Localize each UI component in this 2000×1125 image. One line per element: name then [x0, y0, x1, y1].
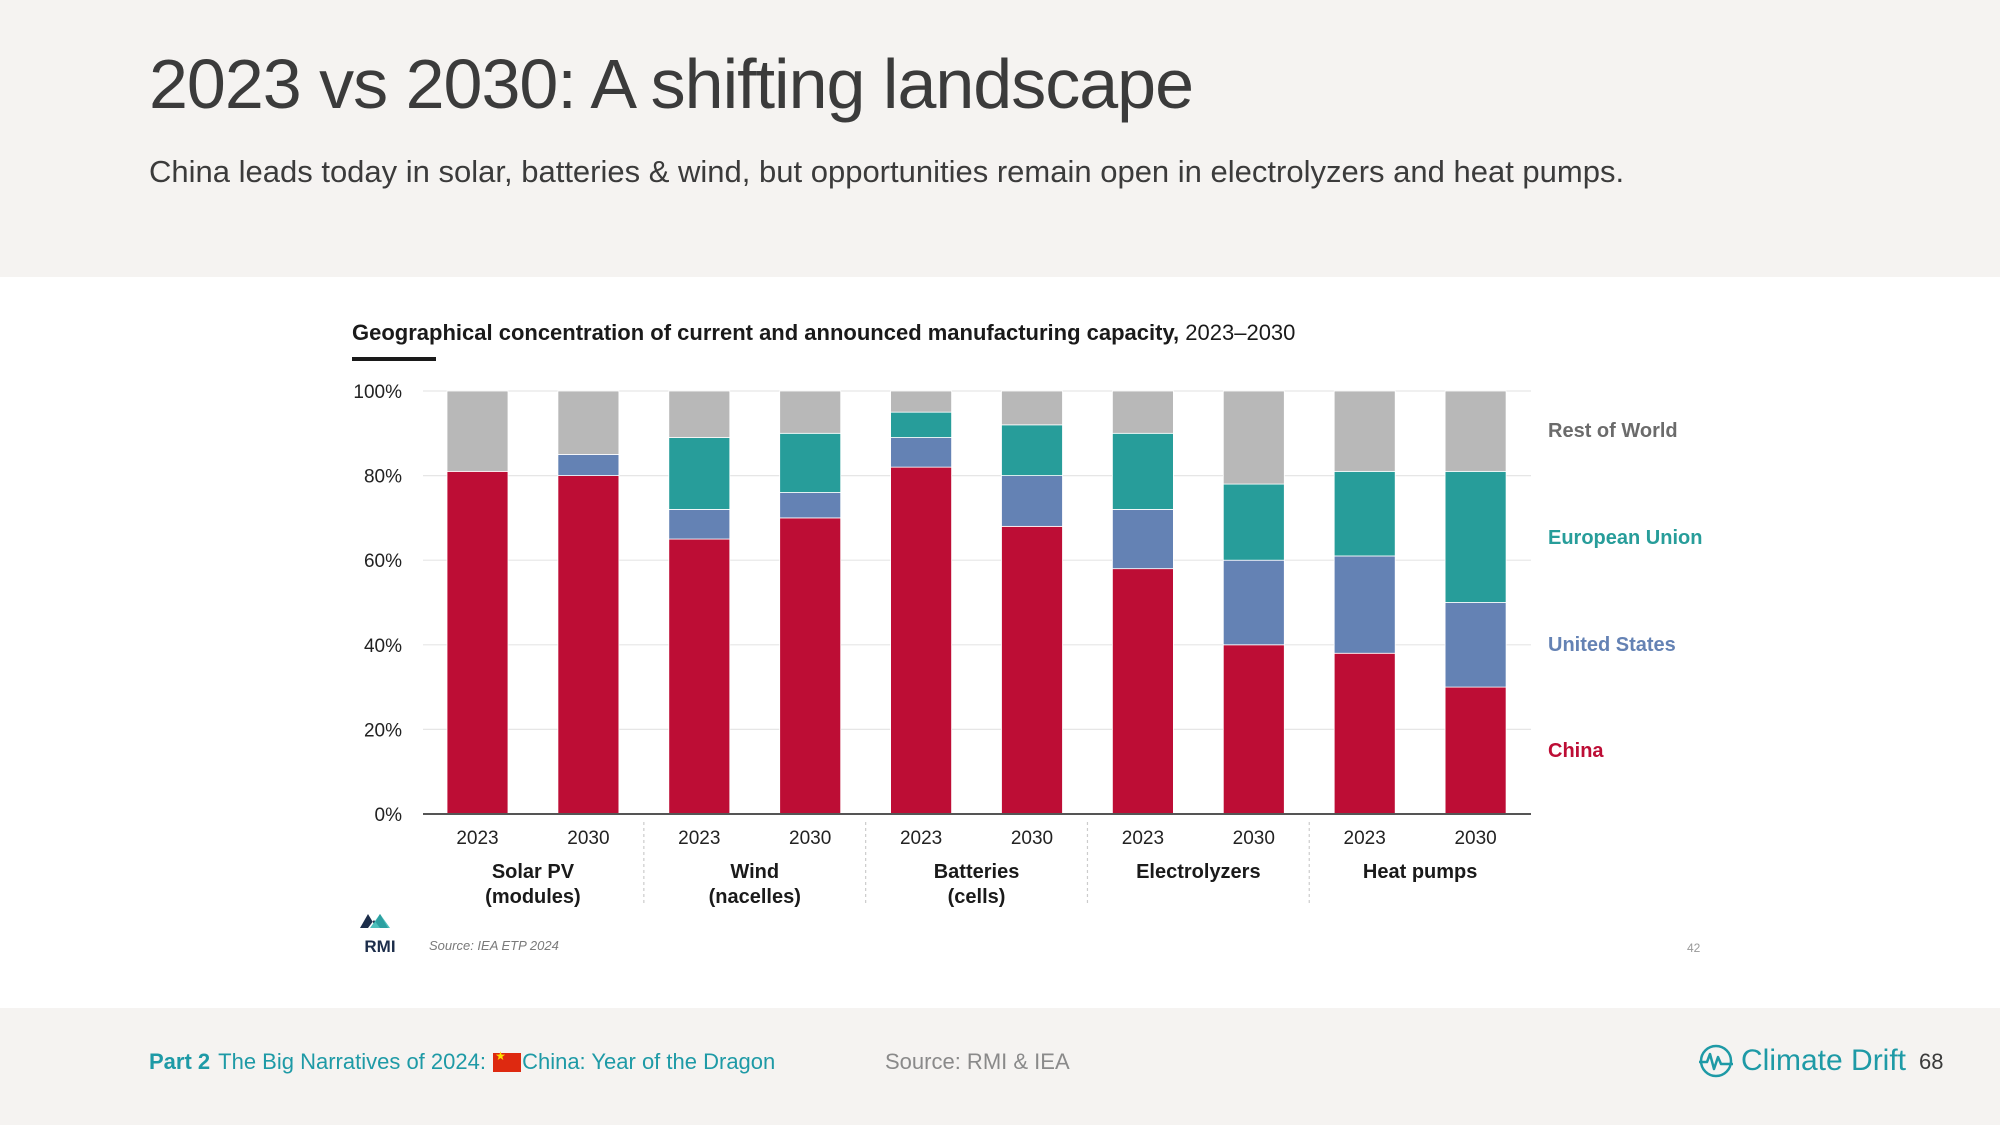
category-label: Batteries [934, 861, 1020, 883]
legend-rest-of-world: Rest of World [1548, 420, 1678, 442]
bar-segment [1001, 525, 1063, 815]
bar-segment [446, 470, 509, 815]
legend-china: China [1548, 740, 1604, 762]
bar-segment [1333, 390, 1396, 472]
bar-segment [1222, 559, 1285, 646]
bar-segment [557, 475, 620, 815]
y-tick-label: 40% [364, 636, 402, 657]
x-tick-label: 2023 [900, 828, 942, 849]
bar-segment [1112, 568, 1174, 815]
x-tick-label: 2030 [789, 828, 831, 849]
slide-header: 2023 vs 2030: A shifting landscape China… [0, 0, 2000, 277]
x-tick-label: 2030 [1233, 828, 1275, 849]
y-tick-label: 0% [375, 805, 403, 826]
bar-segment [1112, 390, 1174, 434]
bar-segment [1001, 424, 1063, 476]
page-number: 68 [1919, 1049, 1944, 1074]
climate-drift-brand: Climate Drift [1697, 1042, 1906, 1080]
bar-segment [779, 432, 842, 493]
chart-heading-rule [352, 357, 436, 361]
bar-segment [1444, 602, 1507, 688]
category-label: Heat pumps [1363, 861, 1477, 883]
slide-title: 2023 vs 2030: A shifting landscape [149, 45, 1194, 123]
bar-segment [557, 390, 620, 455]
footer-section-subtitle: China: Year of the Dragon [522, 1049, 776, 1074]
bar-segment [446, 390, 509, 472]
bar-segment [890, 437, 952, 468]
y-tick-label: 60% [364, 551, 402, 572]
chart-heading-bold: Geographical concentration of current an… [352, 320, 1180, 345]
x-tick-label: 2030 [1454, 828, 1496, 849]
bar-segment [1222, 483, 1285, 561]
y-tick-label: 80% [364, 467, 402, 488]
category-label: Wind [730, 861, 779, 883]
bar-segment [668, 509, 731, 540]
bar-segment [1333, 470, 1396, 557]
bar-segment [779, 517, 842, 815]
rmi-logo-text: RMI [364, 937, 395, 956]
bar-segment [890, 390, 952, 413]
legend-european-union: European Union [1548, 527, 1703, 549]
x-tick-label: 2030 [567, 828, 609, 849]
category-label: (modules) [485, 886, 581, 908]
chart-heading: Geographical concentration of current an… [352, 320, 1295, 346]
bar-segment [779, 390, 842, 434]
bar-segment [1333, 555, 1396, 654]
bar-segment [1444, 686, 1507, 815]
slide-subtitle: China leads today in solar, batteries & … [149, 154, 1625, 189]
x-tick-label: 2023 [678, 828, 720, 849]
chart-heading-range: 2023–2030 [1179, 320, 1296, 345]
rmi-logo: RMI [360, 914, 396, 956]
y-tick-label: 100% [353, 382, 402, 403]
bar-segment [890, 466, 952, 815]
chart-panel [0, 277, 2000, 1008]
x-tick-label: 2023 [1122, 828, 1164, 849]
bar-segment [668, 390, 731, 438]
category-label: Electrolyzers [1136, 861, 1261, 883]
bar-segment [779, 492, 842, 519]
bar-segment [668, 538, 731, 815]
climate-drift-logo-icon [1699, 1044, 1733, 1078]
category-label: Solar PV [492, 861, 575, 883]
footer-part-label: Part 2 [149, 1049, 211, 1074]
legend-united-states: United States [1548, 634, 1676, 656]
brand-name: Climate Drift [1741, 1044, 1907, 1077]
bar-segment [890, 411, 952, 438]
bar-segment [668, 437, 731, 510]
bar-segment [1222, 390, 1285, 485]
bar-segment [1112, 509, 1174, 570]
china-flag-icon [493, 1049, 522, 1072]
x-tick-label: 2023 [1344, 828, 1386, 849]
category-label: (cells) [948, 886, 1006, 908]
bar-segment [1444, 390, 1507, 472]
bar-segment [557, 454, 620, 477]
bar-segment [1222, 644, 1285, 815]
slide-footer [0, 1008, 2000, 1125]
chart-page-marker: 42 [1687, 941, 1701, 955]
x-tick-label: 2023 [456, 828, 498, 849]
chart-source: Source: IEA ETP 2024 [429, 938, 559, 953]
bar-segment [1444, 470, 1507, 603]
bar-segment [1001, 475, 1063, 527]
category-label: (nacelles) [709, 886, 801, 908]
bar-segment [1333, 652, 1396, 815]
x-tick-label: 2030 [1011, 828, 1053, 849]
footer-section-title: The Big Narratives of 2024: [218, 1049, 493, 1074]
footer-source: Source: RMI & IEA [885, 1049, 1070, 1074]
y-tick-label: 20% [364, 720, 402, 741]
bar-segment [1001, 390, 1063, 426]
bar-segment [1112, 432, 1174, 510]
footer-section: Part 2 The Big Narratives of 2024: China:… [149, 1049, 775, 1075]
